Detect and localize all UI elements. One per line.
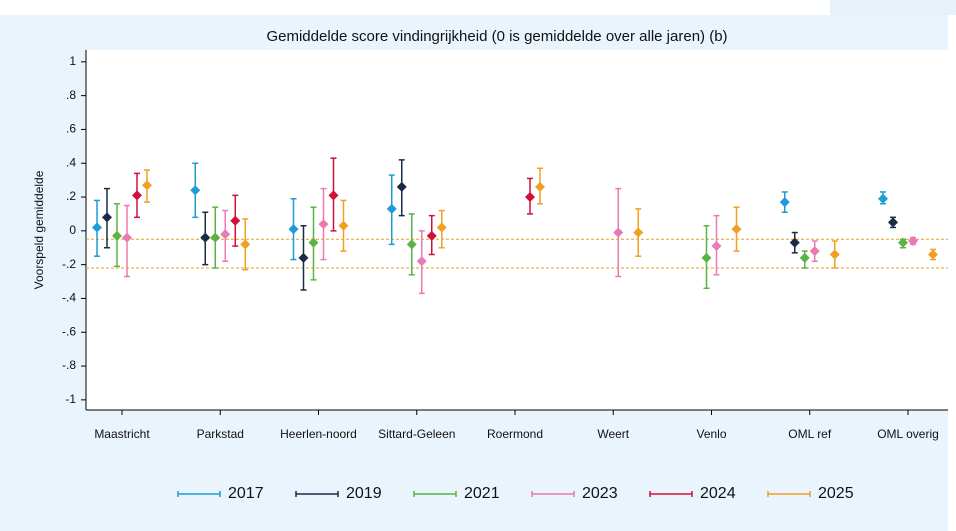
y-tick-label: -.4 [62,291,76,305]
point-marker [613,227,624,238]
point-marker [298,252,309,263]
point-marker [426,230,437,241]
x-tick-label: OML overig [877,427,939,441]
point-marker [318,219,329,230]
point-marker [535,181,545,192]
point-marker [102,212,112,223]
point-marker [200,232,211,243]
y-tick-label: .8 [66,88,76,102]
point-marker [789,237,800,248]
point-marker [701,252,712,263]
point-marker [799,252,810,263]
y-tick-label: -.8 [62,358,76,372]
point-marker [406,239,417,250]
point-marker [888,217,898,228]
point-marker [210,232,221,243]
point-marker [396,181,407,192]
y-tick-label: -.6 [62,324,76,338]
legend-label: 2017 [228,485,264,502]
legend-label: 2019 [346,485,382,502]
point-marker [928,249,938,260]
point-marker [240,239,251,250]
point-marker [525,192,535,203]
point-marker [112,230,122,241]
x-tick-label: Weert [597,427,629,441]
point-marker [908,235,918,246]
y-tick-label: -.2 [62,257,76,271]
point-marker [288,224,299,235]
legend-label: 2025 [818,485,854,502]
legend-label: 2021 [464,485,500,502]
x-tick-label: Maastricht [94,427,150,441]
chart-title: Gemiddelde score vindingrijkheid (0 is g… [266,28,727,45]
point-marker [308,237,319,248]
point-marker [122,232,132,243]
point-marker [190,185,201,196]
legend-label: 2023 [582,485,618,502]
point-marker [829,249,840,260]
x-tick-label: Heerlen-noord [280,427,357,441]
point-marker [338,220,349,231]
legend-label: 2024 [700,485,736,502]
point-marker [878,193,888,204]
point-marker [220,229,231,240]
y-tick-label: 1 [69,54,76,68]
x-tick-label: Parkstad [197,427,244,441]
point-marker [386,203,397,214]
y-tick-label: 0 [69,223,76,237]
point-marker [230,215,241,226]
point-marker [92,222,102,233]
point-marker [132,190,142,201]
point-marker [809,246,820,257]
y-tick-label: -1 [65,392,76,406]
plot-area [86,50,948,410]
point-marker [142,180,152,191]
point-marker [779,197,790,208]
x-tick-label: Roermond [487,427,543,441]
point-marker [731,224,742,235]
y-tick-label: .4 [66,155,76,169]
point-marker [436,222,447,233]
x-tick-label: OML ref [788,427,832,441]
y-tick-label: .2 [66,189,76,203]
y-tick-label: .6 [66,122,76,136]
top-bar [830,0,956,15]
y-axis-title: Voorspeld gemiddelde [32,170,46,289]
point-marker [416,256,427,267]
x-tick-label: Sittard-Geleen [378,427,455,441]
x-tick-label: Venlo [696,427,726,441]
point-marker [633,227,644,238]
point-marker [328,190,339,201]
point-marker [711,241,722,252]
point-marker [898,237,908,248]
